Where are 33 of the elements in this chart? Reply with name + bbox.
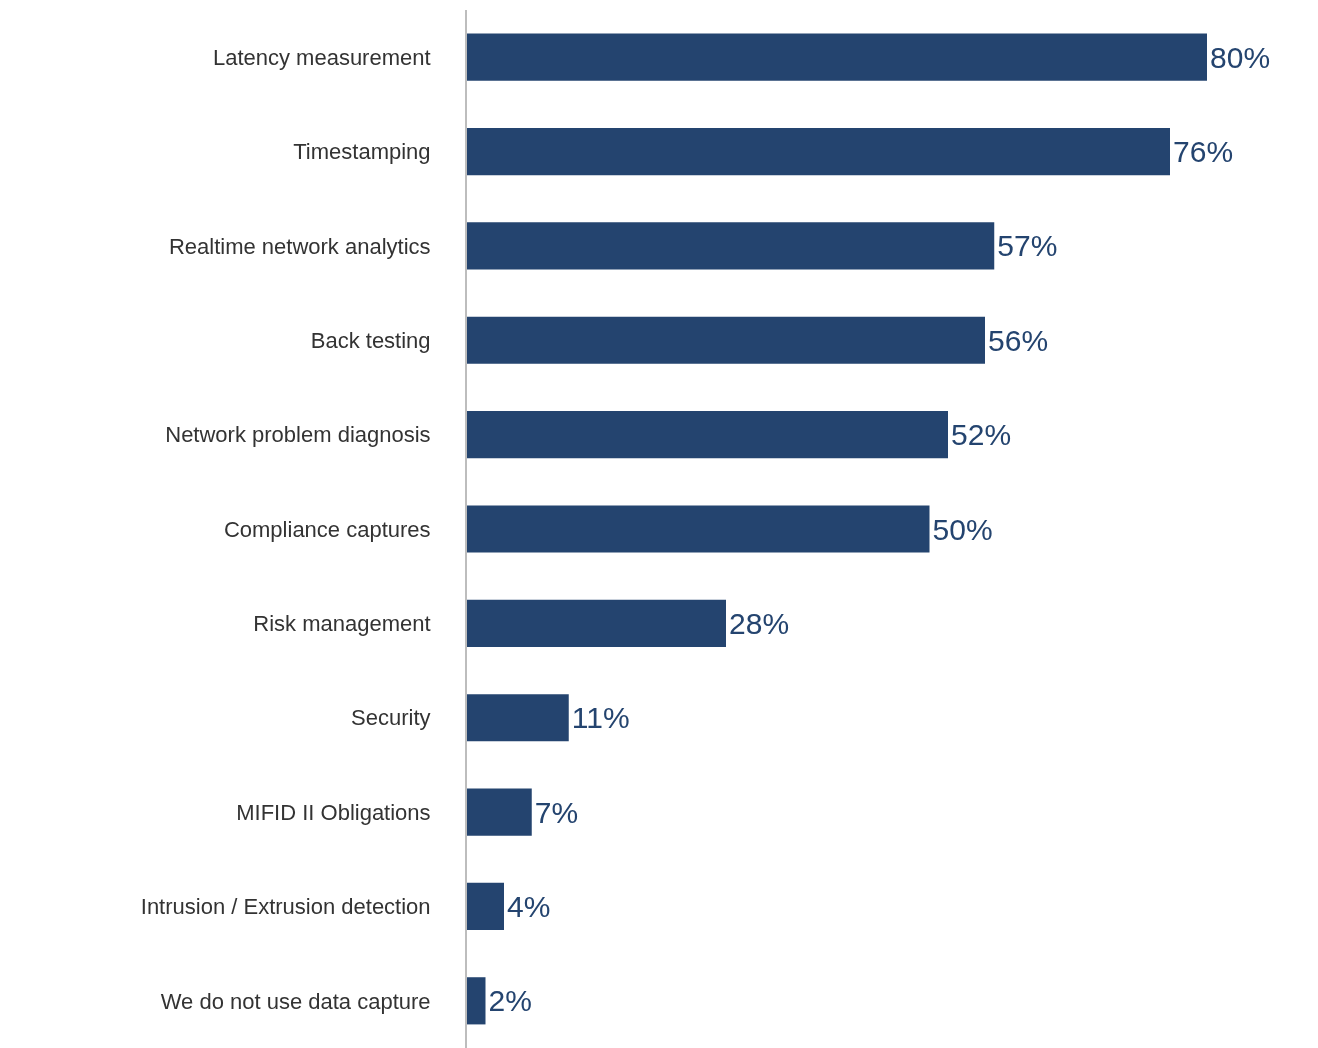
y-tick-label: Intrusion / Extrusion detection (140, 894, 431, 920)
y-tick-label: Risk management (253, 611, 431, 637)
bar (467, 599, 726, 647)
data-label: 2% (488, 984, 532, 1018)
data-label: 80% (1210, 40, 1271, 74)
y-tick-label: Security (351, 705, 431, 731)
y-tick-label: Network problem diagnosis (165, 422, 431, 448)
data-label: 56% (988, 323, 1049, 357)
y-tick-label: Realtime network analytics (168, 233, 431, 259)
y-tick-label: Timestamping (293, 139, 431, 165)
y-tick-label: We do not use data capture (160, 988, 431, 1014)
data-label: 11% (571, 701, 630, 735)
data-label: 50% (932, 512, 993, 546)
y-tick-label: Compliance captures (223, 516, 431, 542)
bar (467, 505, 930, 553)
bar (467, 411, 948, 459)
bar (467, 222, 995, 270)
y-tick-label: Latency measurement (212, 44, 431, 70)
data-label: 7% (534, 795, 579, 829)
bar (467, 788, 532, 836)
bar (467, 127, 1170, 176)
bar (467, 977, 486, 1025)
data-label: 57% (997, 229, 1058, 263)
y-tick-label: MIFID II Obligations (236, 799, 431, 825)
bar (467, 882, 504, 931)
data-label: 4% (507, 889, 551, 923)
data-label: 28% (729, 606, 790, 640)
bar (467, 694, 569, 742)
data-label: 52% (951, 418, 1012, 452)
y-tick-label: Back testing (310, 327, 431, 353)
bar (467, 316, 985, 364)
bar (467, 33, 1207, 81)
data-label: 76% (1173, 135, 1234, 169)
